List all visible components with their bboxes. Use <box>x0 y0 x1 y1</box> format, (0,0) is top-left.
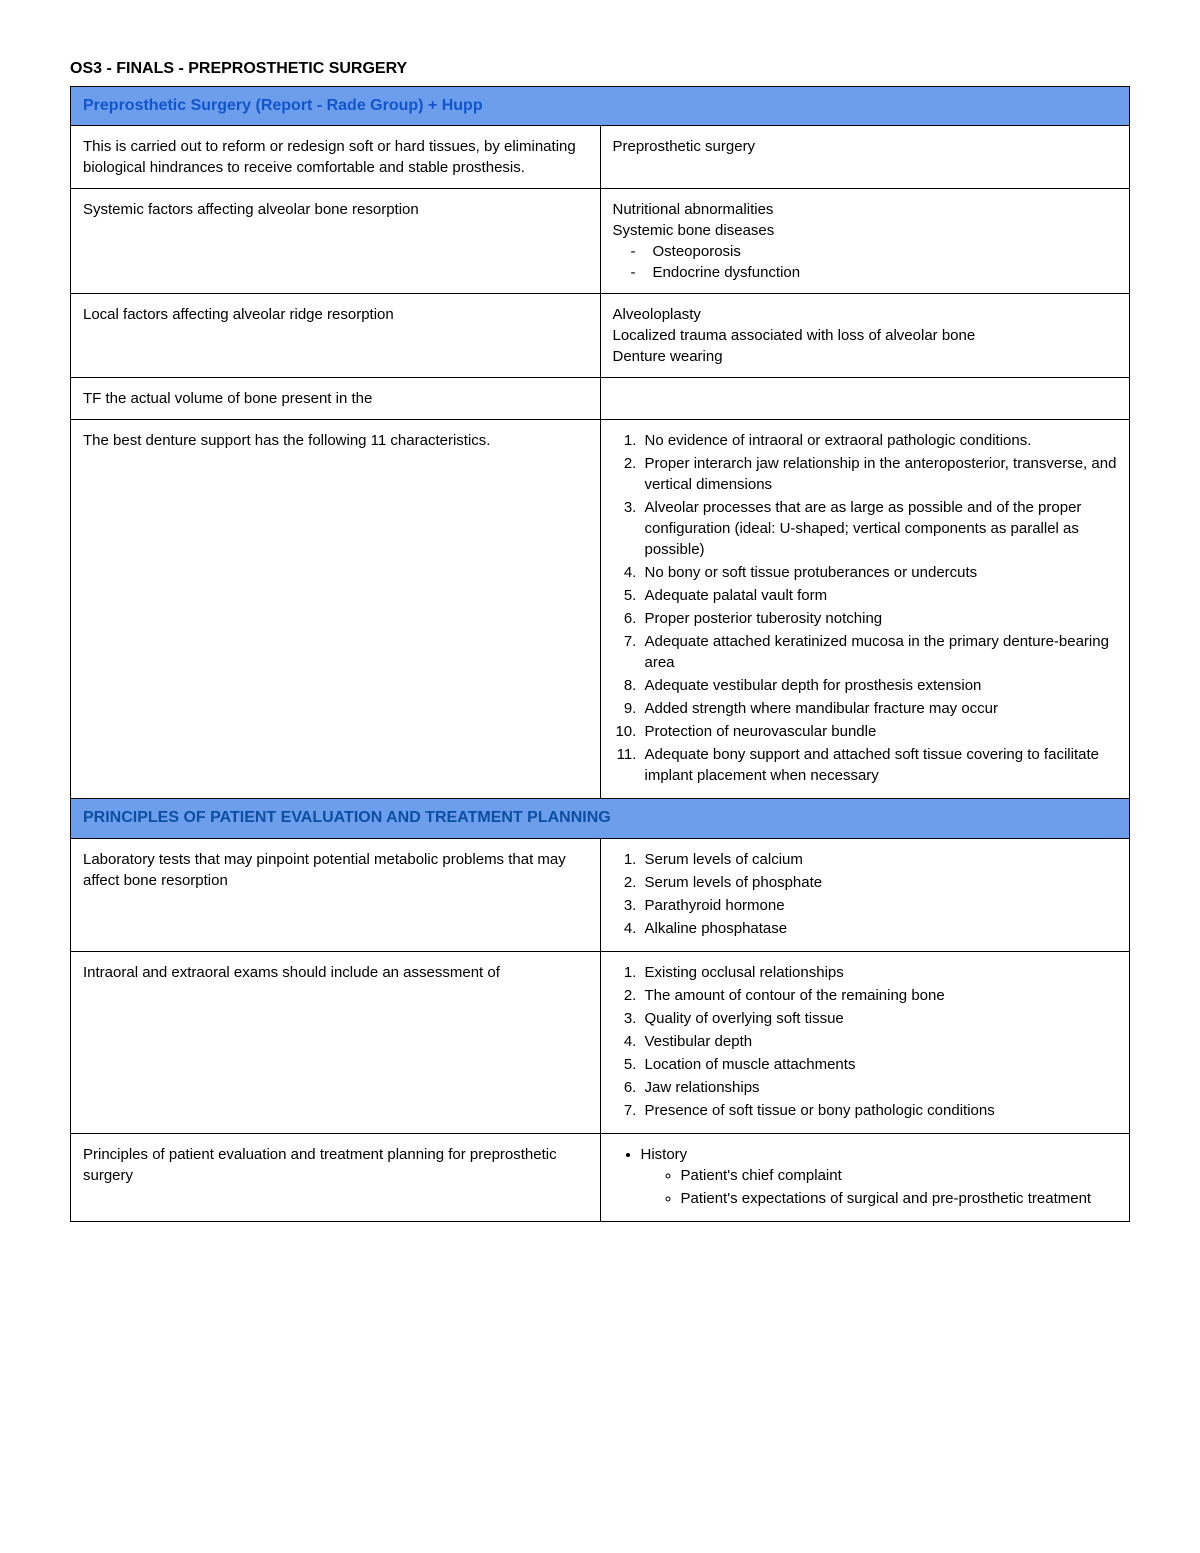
list-item: Vestibular depth <box>641 1031 1118 1052</box>
list-item: Serum levels of phosphate <box>641 872 1118 893</box>
sub-item: Patient's expectations of surgical and p… <box>681 1188 1118 1209</box>
bullet-item: History Patient's chief complaint Patien… <box>641 1144 1118 1209</box>
cell-r3-left: Local factors affecting alveolar ridge r… <box>71 294 601 378</box>
list-item: Existing occlusal relationships <box>641 962 1118 983</box>
list-item: Location of muscle attachments <box>641 1054 1118 1075</box>
text-line: Localized trauma associated with loss of… <box>613 325 1118 346</box>
cell-r1-right: Preprosthetic surgery <box>600 126 1130 189</box>
ordered-list-characteristics: No evidence of intraoral or extraoral pa… <box>613 430 1118 786</box>
list-item: Proper interarch jaw relationship in the… <box>641 453 1118 495</box>
dash-item: Osteoporosis <box>653 241 1118 262</box>
list-item: Jaw relationships <box>641 1077 1118 1098</box>
list-item: No bony or soft tissue protuberances or … <box>641 562 1118 583</box>
list-item: No evidence of intraoral or extraoral pa… <box>641 430 1118 451</box>
list-item: Protection of neurovascular bundle <box>641 721 1118 742</box>
ordered-list-exams: Existing occlusal relationships The amou… <box>613 962 1118 1121</box>
list-item: Alkaline phosphatase <box>641 918 1118 939</box>
list-item: Alveolar processes that are as large as … <box>641 497 1118 560</box>
ordered-list-labtests: Serum levels of calcium Serum levels of … <box>613 849 1118 939</box>
cell-r2-right: Nutritional abnormalities Systemic bone … <box>600 189 1130 294</box>
sub-list: Patient's chief complaint Patient's expe… <box>641 1165 1118 1209</box>
section-header-2: PRINCIPLES OF PATIENT EVALUATION AND TRE… <box>71 799 1130 838</box>
cell-r3-right: Alveoloplasty Localized trauma associate… <box>600 294 1130 378</box>
list-item: Serum levels of calcium <box>641 849 1118 870</box>
cell-r6-right: Serum levels of calcium Serum levels of … <box>600 838 1130 951</box>
cell-r2-left: Systemic factors affecting alveolar bone… <box>71 189 601 294</box>
text-line: Alveoloplasty <box>613 304 1118 325</box>
list-item: Parathyroid hormone <box>641 895 1118 916</box>
list-item: Adequate bony support and attached soft … <box>641 744 1118 786</box>
cell-r5-right: No evidence of intraoral or extraoral pa… <box>600 420 1130 799</box>
list-item: The amount of contour of the remaining b… <box>641 985 1118 1006</box>
list-item: Quality of overlying soft tissue <box>641 1008 1118 1029</box>
list-item: Added strength where mandibular fracture… <box>641 698 1118 719</box>
list-item: Presence of soft tissue or bony patholog… <box>641 1100 1118 1121</box>
cell-r5-left: The best denture support has the followi… <box>71 420 601 799</box>
text-line: Denture wearing <box>613 346 1118 367</box>
list-item: Adequate attached keratinized mucosa in … <box>641 631 1118 673</box>
cell-r8-left: Principles of patient evaluation and tre… <box>71 1133 601 1221</box>
cell-r4-left: TF the actual volume of bone present in … <box>71 378 601 420</box>
list-item: Proper posterior tuberosity notching <box>641 608 1118 629</box>
text-line: Systemic bone diseases <box>613 220 1118 241</box>
bullet-list: History Patient's chief complaint Patien… <box>613 1144 1118 1209</box>
cell-r7-right: Existing occlusal relationships The amou… <box>600 951 1130 1133</box>
section-header-1: Preprosthetic Surgery (Report - Rade Gro… <box>71 87 1130 126</box>
bullet-label: History <box>641 1146 688 1163</box>
list-item: Adequate vestibular depth for prosthesis… <box>641 675 1118 696</box>
text-line: Nutritional abnormalities <box>613 199 1118 220</box>
sub-item: Patient's chief complaint <box>681 1165 1118 1186</box>
page-title: OS3 - FINALS - PREPROSTHETIC SURGERY <box>70 60 1130 78</box>
cell-r6-left: Laboratory tests that may pinpoint poten… <box>71 838 601 951</box>
cell-r4-right <box>600 378 1130 420</box>
cell-r7-left: Intraoral and extraoral exams should inc… <box>71 951 601 1133</box>
dash-list: Osteoporosis Endocrine dysfunction <box>613 241 1118 283</box>
cell-r8-right: History Patient's chief complaint Patien… <box>600 1133 1130 1221</box>
list-item: Adequate palatal vault form <box>641 585 1118 606</box>
dash-item: Endocrine dysfunction <box>653 262 1118 283</box>
cell-r1-left: This is carried out to reform or redesig… <box>71 126 601 189</box>
content-table: Preprosthetic Surgery (Report - Rade Gro… <box>70 86 1130 1222</box>
